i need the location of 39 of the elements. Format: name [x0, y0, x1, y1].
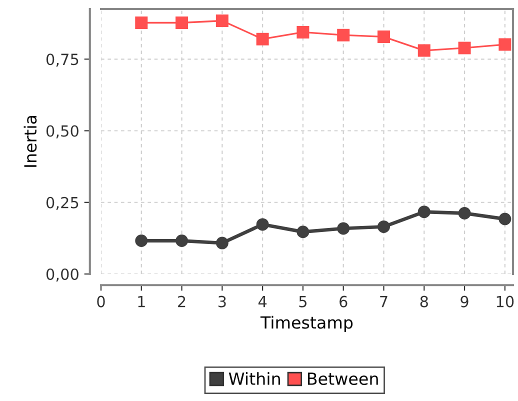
x-tick-label: 7 [380, 296, 388, 308]
point [377, 30, 390, 44]
point [256, 32, 269, 46]
y-tick-label: 0,00 [46, 268, 78, 282]
y-tick-label: 0,50 [46, 125, 78, 138]
x-tick-label: 2 [178, 296, 186, 308]
x-tick-label: 10 [496, 296, 514, 308]
point [256, 218, 269, 231]
point [377, 220, 390, 233]
point [418, 44, 430, 57]
point [216, 14, 228, 27]
x-tick-label: 0 [97, 296, 105, 308]
x-tick-label: 8 [420, 296, 428, 308]
point [498, 212, 512, 226]
x-tick-label: 3 [218, 296, 226, 308]
x-tick-label: 4 [258, 296, 267, 308]
x-tick-label: 6 [340, 296, 348, 308]
point [458, 42, 471, 54]
point [296, 26, 310, 38]
x-tick-label: 1 [138, 296, 145, 308]
x-tick-label: 5 [299, 296, 306, 308]
point [458, 207, 471, 220]
y-axis-title: Inertia [24, 116, 37, 167]
legend-label: Between [308, 372, 378, 386]
point [176, 234, 188, 248]
y-tick-label: 0,25 [46, 196, 78, 210]
point [498, 38, 512, 51]
x-axis-title: Timestamp [260, 316, 353, 332]
y-tick-label: 0,75 [46, 54, 78, 67]
point [418, 206, 430, 218]
point [296, 226, 310, 238]
point [337, 28, 350, 42]
point [135, 234, 148, 248]
x-tick-label: 9 [460, 296, 468, 308]
point [135, 16, 148, 29]
legend-label: Within [228, 372, 280, 385]
point [216, 236, 228, 250]
point [176, 16, 188, 29]
point [337, 222, 350, 235]
